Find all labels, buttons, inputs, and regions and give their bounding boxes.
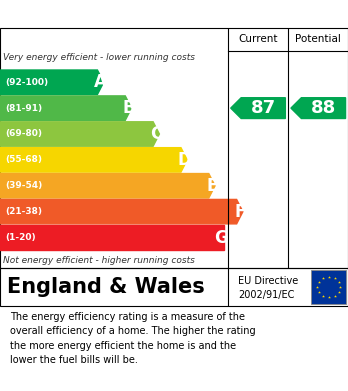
Bar — [311, 270, 346, 304]
Polygon shape — [0, 199, 243, 224]
Text: (69-80): (69-80) — [5, 129, 42, 138]
Text: Current: Current — [238, 34, 278, 45]
Polygon shape — [0, 148, 187, 172]
Text: (1-20): (1-20) — [5, 233, 36, 242]
Polygon shape — [0, 174, 215, 198]
Text: A: A — [94, 73, 107, 91]
Text: (55-68): (55-68) — [5, 155, 42, 164]
Text: Potential: Potential — [295, 34, 341, 45]
Text: (81-91): (81-91) — [5, 104, 42, 113]
Polygon shape — [291, 98, 346, 118]
Text: EU Directive: EU Directive — [238, 276, 299, 286]
Text: (39-54): (39-54) — [5, 181, 42, 190]
Polygon shape — [0, 70, 104, 95]
Text: England & Wales: England & Wales — [7, 277, 205, 297]
Text: B: B — [122, 99, 135, 117]
Text: 2002/91/EC: 2002/91/EC — [238, 290, 295, 300]
Text: (21-38): (21-38) — [5, 207, 42, 216]
Text: E: E — [206, 177, 218, 195]
Text: D: D — [177, 151, 191, 169]
Polygon shape — [0, 96, 132, 120]
Polygon shape — [231, 98, 285, 118]
Text: Energy Efficiency Rating: Energy Efficiency Rating — [69, 7, 279, 22]
Text: 87: 87 — [251, 99, 276, 117]
Polygon shape — [0, 122, 159, 146]
Text: G: G — [214, 228, 228, 247]
Text: F: F — [234, 203, 245, 221]
Text: C: C — [150, 125, 163, 143]
Text: The energy efficiency rating is a measure of the
overall efficiency of a home. T: The energy efficiency rating is a measur… — [10, 312, 256, 365]
Text: Not energy efficient - higher running costs: Not energy efficient - higher running co… — [3, 256, 195, 265]
Text: 88: 88 — [311, 99, 336, 117]
Polygon shape — [0, 225, 224, 250]
Text: Very energy efficient - lower running costs: Very energy efficient - lower running co… — [3, 53, 196, 62]
Text: (92-100): (92-100) — [5, 78, 48, 87]
